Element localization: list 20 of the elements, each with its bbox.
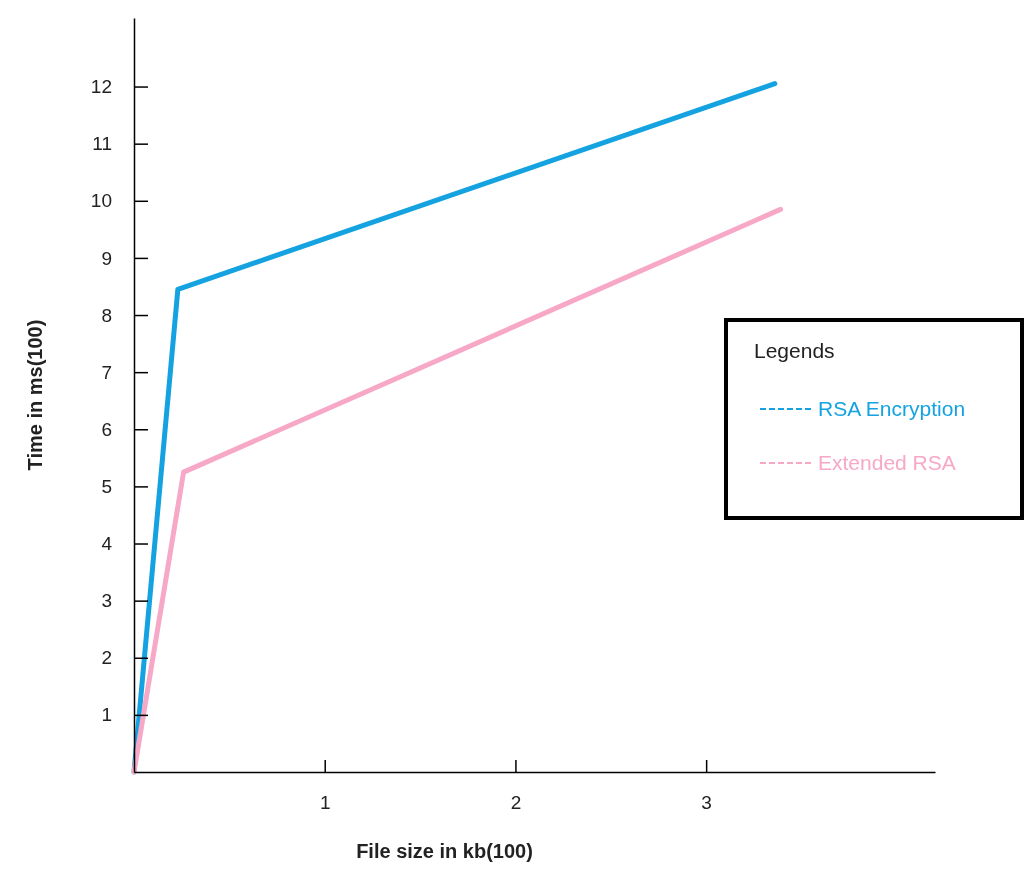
y-tick-label: 8	[101, 304, 112, 326]
y-tick-label: 11	[92, 133, 112, 155]
y-tick-label: 7	[101, 361, 112, 383]
legend-label: RSA Encryption	[818, 397, 966, 420]
y-tick-label: 4	[101, 533, 113, 555]
y-tick-label: 9	[101, 247, 112, 269]
x-tick-label: 2	[510, 792, 522, 814]
y-tick-label: 1	[101, 704, 112, 726]
x-tick-label: 1	[319, 792, 331, 814]
x-tick-label: 3	[701, 792, 712, 814]
legend-label: Extended RSA	[818, 451, 956, 474]
y-tick-label: 10	[90, 190, 112, 212]
legend-title: Legends	[754, 339, 835, 362]
y-tick-label: 5	[101, 475, 112, 497]
y-tick-label: 6	[101, 418, 112, 440]
y-axis-title: Time in ms(100)	[24, 319, 46, 471]
y-tick-label: 2	[101, 647, 112, 669]
y-tick-label: 3	[101, 590, 112, 612]
x-axis-title: File size in kb(100)	[356, 840, 533, 862]
y-tick-label: 12	[90, 76, 112, 98]
